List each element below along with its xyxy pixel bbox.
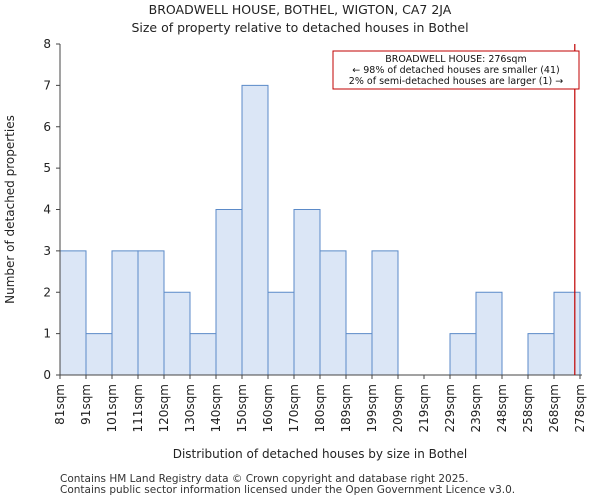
chart-title: BROADWELL HOUSE, BOTHEL, WIGTON, CA7 2JA [148,2,452,17]
x-tick-label: 81sqm [53,384,67,425]
x-tick-label: 180sqm [313,384,327,432]
y-tick-label: 4 [43,203,51,217]
x-tick-label: 278sqm [573,384,587,432]
bars-group [59,84,581,376]
x-tick-label: 248sqm [495,384,509,432]
bar-268sqm [553,291,581,376]
y-tick-label: 7 [43,78,51,92]
bar-140sqm [215,209,243,376]
y-tick-label: 8 [43,37,51,51]
bar-258sqm [527,333,555,376]
bar-130sqm [189,333,217,376]
x-tick-label: 140sqm [209,384,223,432]
chart-subtitle: Size of property relative to detached ho… [131,20,469,35]
bar-189sqm [345,333,373,376]
x-tick-label: 111sqm [131,384,145,432]
footer-line-2: Contains public sector information licen… [60,484,516,496]
bar-180sqm [319,250,347,376]
y-ticks-group: 0 1 2 3 4 5 6 7 8 [43,37,60,382]
annotation-frame [332,50,580,90]
x-tick-label: 268sqm [547,384,561,432]
x-tick-label: 170sqm [287,384,301,432]
x-tick-label: 239sqm [469,384,483,432]
annotation-line-2: ← 98% of detached houses are smaller (41… [352,65,559,76]
bar-239sqm [475,291,503,376]
bar-111sqm [137,250,165,376]
x-tick-label: 150sqm [235,384,249,432]
bar-91sqm [85,333,113,376]
annotation-box: BROADWELL HOUSE: 276sqm ← 98% of detache… [332,50,580,90]
x-tick-label: 120sqm [157,384,171,432]
x-axis-label: Distribution of detached houses by size … [173,447,468,461]
x-tick-label: 101sqm [105,384,119,432]
y-tick-label: 2 [43,285,51,299]
x-tick-label: 258sqm [521,384,535,432]
y-tick-label: 1 [43,327,51,341]
bar-101sqm [111,250,139,376]
y-tick-label: 3 [43,244,51,258]
x-tick-label: 199sqm [365,384,379,432]
x-tick-label: 130sqm [183,384,197,432]
x-tick-label: 229sqm [443,384,457,432]
bar-199sqm [371,250,399,376]
bar-81sqm [59,250,87,376]
y-tick-label: 6 [43,120,51,134]
y-tick-label: 0 [43,368,51,382]
annotation-line-3: 2% of semi-detached houses are larger (1… [349,76,563,87]
bar-160sqm [267,291,295,376]
annotation-line-1: BROADWELL HOUSE: 276sqm [385,54,526,65]
y-tick-label: 5 [43,161,51,175]
x-tick-label: 91sqm [79,384,93,425]
x-tick-label: 219sqm [417,384,431,432]
bar-150sqm [241,84,269,376]
x-tick-label: 209sqm [391,384,405,432]
x-tick-label: 160sqm [261,384,275,432]
bar-120sqm [163,291,191,376]
x-ticks-group: 81sqm 91sqm 101sqm 111sqm 120sqm 130sqm 140sqm… [53,375,587,432]
y-axis-label: Number of detached properties [3,115,17,304]
bar-chart: 0 1 2 3 4 5 6 7 8 81sqm 91sqm 101sqm 111sqm 120sqm 13… [3,37,587,461]
x-tick-label: 189sqm [339,384,353,432]
footer-line-1: Contains HM Land Registry data © Crown c… [60,473,469,485]
bar-229sqm [449,333,477,376]
bar-170sqm [293,209,321,376]
